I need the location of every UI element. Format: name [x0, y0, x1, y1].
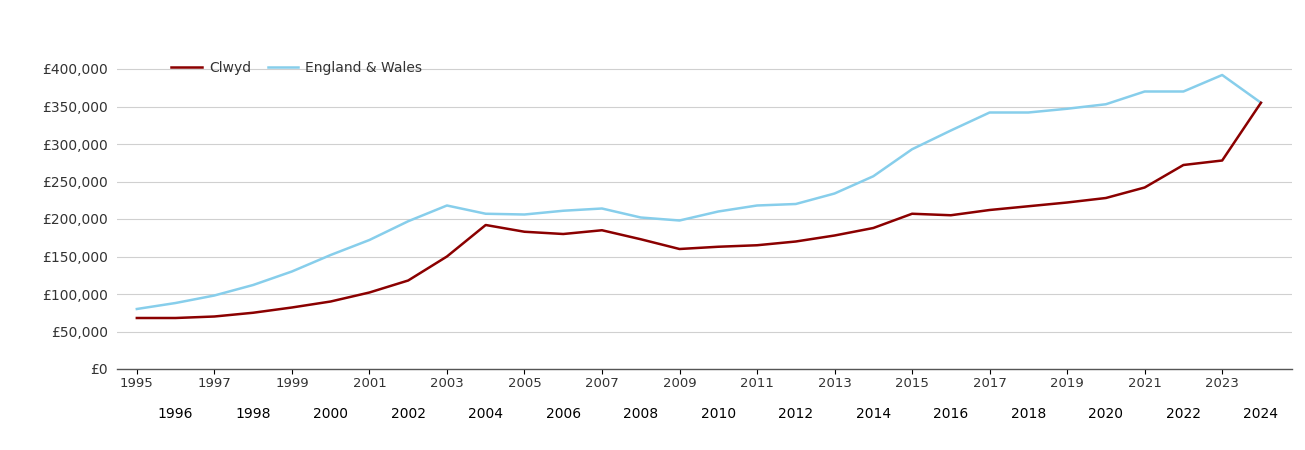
Clwyd	[944, 212, 959, 218]
Line: England & Wales: England & Wales	[137, 75, 1261, 309]
Clwyd	[1021, 203, 1036, 209]
England & Wales	[1137, 89, 1152, 94]
Clwyd	[827, 233, 843, 238]
England & Wales	[749, 203, 765, 208]
England & Wales	[865, 174, 881, 179]
Clwyd	[633, 237, 649, 242]
Clwyd	[865, 225, 881, 231]
England & Wales	[633, 215, 649, 220]
England & Wales	[517, 212, 532, 217]
England & Wales	[710, 209, 726, 214]
Clwyd	[478, 222, 493, 228]
England & Wales	[1021, 110, 1036, 115]
Clwyd	[245, 310, 261, 315]
England & Wales	[1176, 89, 1191, 94]
England & Wales	[245, 282, 261, 288]
Clwyd	[517, 229, 532, 234]
Clwyd	[1098, 195, 1113, 201]
England & Wales	[827, 191, 843, 196]
England & Wales	[168, 300, 184, 306]
England & Wales	[322, 252, 338, 258]
Clwyd	[1137, 185, 1152, 190]
Clwyd	[788, 239, 804, 244]
England & Wales	[206, 293, 222, 298]
England & Wales	[284, 269, 300, 274]
England & Wales	[904, 147, 920, 152]
Legend: Clwyd, England & Wales: Clwyd, England & Wales	[171, 61, 422, 75]
England & Wales	[788, 201, 804, 207]
Clwyd	[129, 315, 145, 321]
Clwyd	[710, 244, 726, 249]
England & Wales	[401, 219, 416, 224]
England & Wales	[478, 211, 493, 216]
England & Wales	[129, 306, 145, 312]
England & Wales	[438, 203, 454, 208]
Clwyd	[322, 299, 338, 304]
England & Wales	[1060, 106, 1075, 112]
Clwyd	[749, 243, 765, 248]
Clwyd	[284, 305, 300, 310]
Clwyd	[1176, 162, 1191, 168]
Clwyd	[1253, 100, 1268, 105]
Clwyd	[904, 211, 920, 216]
England & Wales	[944, 128, 959, 133]
England & Wales	[594, 206, 609, 211]
England & Wales	[981, 110, 997, 115]
England & Wales	[556, 208, 572, 213]
Line: Clwyd: Clwyd	[137, 103, 1261, 318]
Clwyd	[361, 290, 377, 295]
Clwyd	[168, 315, 184, 321]
Clwyd	[556, 231, 572, 237]
England & Wales	[1215, 72, 1231, 78]
Clwyd	[438, 254, 454, 259]
Clwyd	[401, 278, 416, 283]
Clwyd	[672, 246, 688, 252]
Clwyd	[1060, 200, 1075, 205]
Clwyd	[594, 228, 609, 233]
England & Wales	[361, 237, 377, 243]
Clwyd	[1215, 158, 1231, 163]
Clwyd	[981, 207, 997, 213]
England & Wales	[672, 218, 688, 223]
England & Wales	[1098, 102, 1113, 107]
Clwyd	[206, 314, 222, 319]
England & Wales	[1253, 100, 1268, 105]
